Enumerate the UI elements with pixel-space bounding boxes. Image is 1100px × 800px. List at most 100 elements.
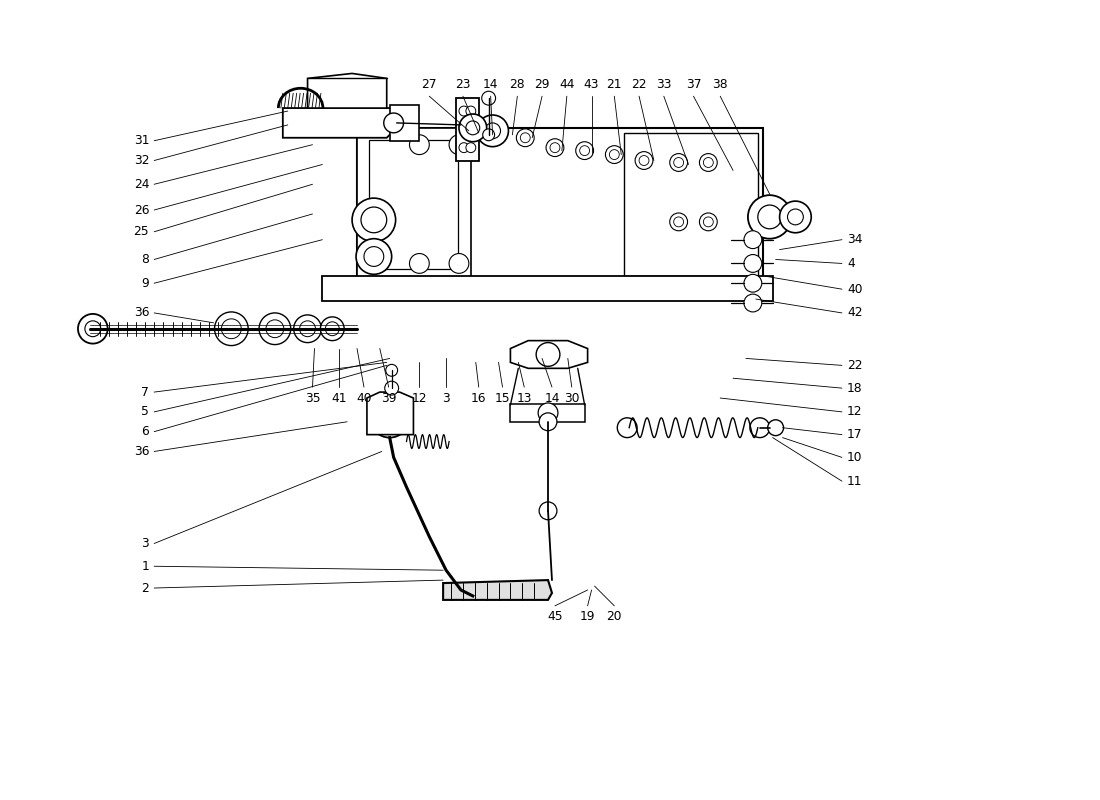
Circle shape	[673, 217, 683, 227]
Text: 14: 14	[483, 78, 498, 91]
Circle shape	[356, 238, 392, 274]
Text: 45: 45	[547, 610, 563, 622]
Circle shape	[385, 381, 398, 395]
Text: 42: 42	[847, 306, 862, 319]
Text: 13: 13	[517, 392, 532, 405]
Text: 17: 17	[847, 428, 862, 441]
Text: 38: 38	[713, 78, 728, 91]
Circle shape	[700, 213, 717, 230]
Circle shape	[744, 274, 762, 292]
Circle shape	[609, 150, 619, 159]
Polygon shape	[389, 105, 419, 141]
Circle shape	[320, 317, 344, 341]
Circle shape	[449, 254, 469, 274]
Text: 26: 26	[134, 203, 150, 217]
Circle shape	[483, 129, 495, 141]
Bar	[510, 404, 584, 422]
Circle shape	[748, 195, 792, 238]
Text: 41: 41	[331, 392, 346, 405]
Circle shape	[459, 114, 486, 142]
Circle shape	[536, 342, 560, 366]
Circle shape	[482, 91, 496, 105]
Text: 18: 18	[847, 382, 862, 394]
Text: 32: 32	[134, 154, 150, 167]
Circle shape	[550, 142, 560, 153]
Bar	[624, 133, 758, 276]
Text: 7: 7	[142, 386, 150, 398]
Text: 5: 5	[141, 406, 150, 418]
Circle shape	[361, 207, 387, 233]
Circle shape	[750, 418, 770, 438]
Circle shape	[605, 146, 624, 163]
Circle shape	[539, 502, 557, 520]
Text: 16: 16	[471, 392, 486, 405]
Text: 24: 24	[134, 178, 150, 190]
Text: 11: 11	[847, 474, 862, 488]
Text: 33: 33	[656, 78, 672, 91]
Circle shape	[466, 121, 480, 134]
Circle shape	[384, 113, 404, 133]
Text: 43: 43	[584, 78, 600, 91]
Polygon shape	[367, 392, 414, 434]
Text: 21: 21	[606, 78, 623, 91]
Text: 8: 8	[141, 253, 150, 266]
Polygon shape	[283, 108, 397, 138]
Circle shape	[538, 403, 558, 422]
Bar	[358, 128, 471, 282]
Circle shape	[546, 138, 564, 157]
Circle shape	[670, 213, 688, 230]
Circle shape	[575, 142, 594, 159]
Circle shape	[744, 254, 762, 272]
Text: 19: 19	[580, 610, 595, 622]
Circle shape	[326, 322, 339, 336]
Circle shape	[639, 155, 649, 166]
Circle shape	[485, 123, 501, 138]
Circle shape	[378, 407, 400, 429]
Text: 22: 22	[847, 359, 862, 372]
Polygon shape	[443, 580, 552, 600]
Polygon shape	[308, 74, 387, 108]
Circle shape	[352, 198, 396, 242]
Circle shape	[78, 314, 108, 343]
Text: 30: 30	[564, 392, 580, 405]
Circle shape	[294, 315, 321, 342]
Text: 10: 10	[847, 451, 862, 464]
Circle shape	[386, 364, 397, 376]
Text: 27: 27	[421, 78, 437, 91]
Text: 25: 25	[133, 226, 150, 238]
Circle shape	[449, 134, 469, 154]
Circle shape	[673, 158, 683, 167]
Text: 36: 36	[134, 306, 150, 319]
Polygon shape	[456, 98, 478, 161]
Text: 20: 20	[606, 610, 623, 622]
Circle shape	[670, 154, 688, 171]
Text: 28: 28	[509, 78, 525, 91]
Circle shape	[703, 217, 713, 227]
Text: 6: 6	[142, 425, 150, 438]
Circle shape	[744, 294, 762, 312]
Text: 37: 37	[685, 78, 701, 91]
Circle shape	[409, 254, 429, 274]
Text: 40: 40	[356, 392, 372, 405]
Circle shape	[476, 115, 508, 146]
Text: 3: 3	[442, 392, 450, 405]
Text: 3: 3	[142, 537, 150, 550]
Bar	[368, 140, 458, 270]
Text: 29: 29	[535, 78, 550, 91]
Text: 39: 39	[381, 392, 396, 405]
Bar	[358, 128, 762, 282]
Circle shape	[744, 230, 762, 249]
Circle shape	[409, 134, 429, 154]
Circle shape	[617, 418, 637, 438]
Text: 4: 4	[847, 257, 855, 270]
Circle shape	[260, 313, 290, 345]
Circle shape	[466, 142, 476, 153]
Text: 34: 34	[847, 233, 862, 246]
Circle shape	[466, 106, 476, 116]
Circle shape	[520, 133, 530, 142]
Circle shape	[768, 420, 783, 436]
Circle shape	[459, 106, 469, 116]
Text: 23: 23	[455, 78, 471, 91]
Circle shape	[539, 413, 557, 430]
Text: 14: 14	[544, 392, 560, 405]
